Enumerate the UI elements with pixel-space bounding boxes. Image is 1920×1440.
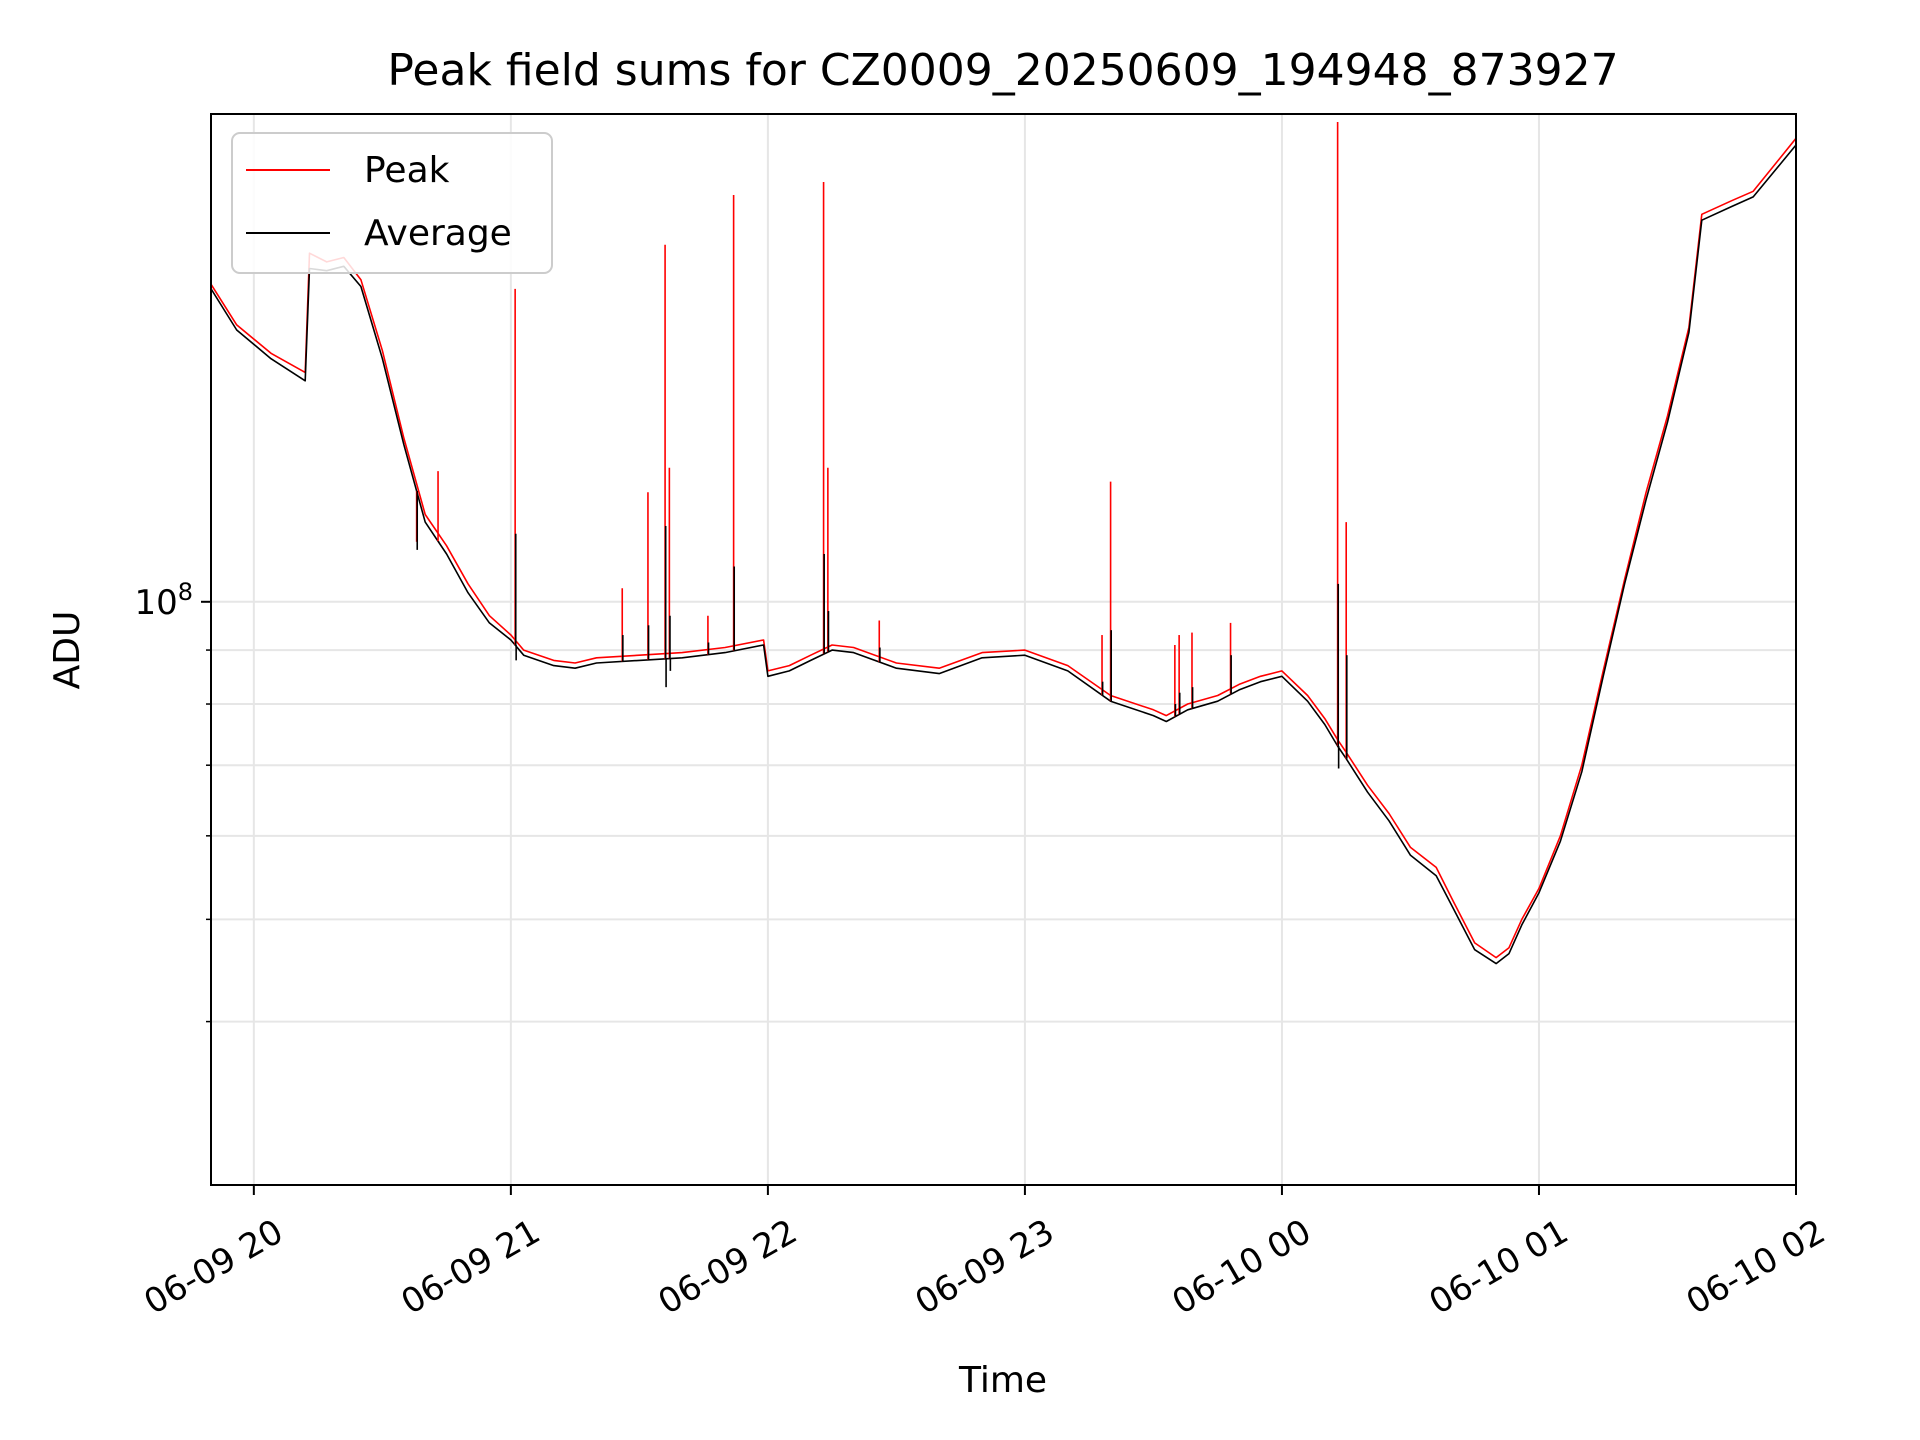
average-series-line — [211, 144, 1796, 965]
legend-peak-label: Peak — [364, 150, 450, 191]
peak-series-line — [211, 137, 1796, 959]
legend-average-label: Average — [364, 213, 512, 254]
legend: Peak Average — [231, 132, 553, 274]
y-axis-label: ADU — [47, 611, 88, 690]
chart-title: Peak field sums for CZ0009_20250609_1949… — [387, 45, 1618, 96]
plot-lines — [211, 121, 1796, 965]
x-axis-label: Time — [958, 1360, 1047, 1401]
y-tick-label: 108 — [134, 578, 193, 623]
legend-box — [231, 132, 553, 274]
